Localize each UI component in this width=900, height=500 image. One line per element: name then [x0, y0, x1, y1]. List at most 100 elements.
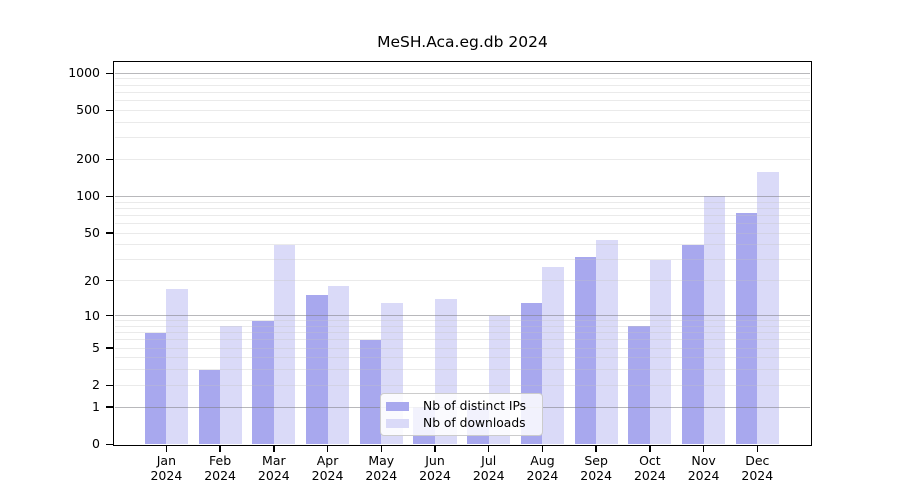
bar-ips-oct: [628, 326, 650, 445]
gridline-minor-4: [115, 357, 810, 359]
bar-downloads-feb: [220, 326, 242, 445]
x-tick-apr: [326, 445, 329, 452]
gridline-minor-7: [115, 332, 810, 334]
y-tick-label-2: 2: [92, 377, 100, 393]
x-tick-mar: [273, 445, 275, 452]
x-tick-month-feb: Feb: [209, 452, 232, 468]
x-tick-label-apr: Apr 2024: [298, 453, 358, 484]
x-tick-label-oct: Oct 2024: [620, 453, 680, 484]
y-tick-200: [106, 158, 113, 161]
gridline-minor-300: [115, 137, 810, 139]
bar-downloads-apr: [327, 286, 350, 445]
y-tick-1000: [106, 72, 113, 74]
bar-downloads-mar: [273, 244, 296, 445]
gridline-minor-2: [115, 384, 810, 386]
x-tick-year-nov: 2024: [687, 468, 720, 483]
legend: Nb of distinct IPs Nb of downloads: [380, 392, 543, 436]
x-tick-label-jul: Jul 2024: [459, 453, 519, 484]
x-tick-label-mar: Mar 2024: [244, 453, 304, 484]
x-tick-year-may: 2024: [365, 468, 398, 483]
x-tick-may: [380, 445, 382, 452]
x-tick-year-aug: 2024: [526, 468, 559, 483]
x-tick-aug: [541, 445, 544, 452]
x-tick-label-nov: Nov 2024: [674, 453, 734, 484]
x-tick-sep: [595, 445, 597, 452]
gridline-major-1000: [115, 72, 810, 74]
x-tick-month-sep: Sep: [584, 452, 608, 468]
y-tick-label-100: 100: [76, 188, 100, 204]
x-tick-feb: [219, 445, 221, 452]
x-tick-month-jul: Jul: [481, 452, 497, 468]
y-tick-50: [106, 232, 113, 234]
x-tick-label-feb: Feb 2024: [190, 453, 250, 484]
legend-item-distinct-ips: Nb of distinct IPs: [386, 399, 526, 414]
y-tick-20: [106, 280, 113, 282]
bar-downloads-dec: [757, 172, 779, 445]
y-tick-100: [106, 195, 113, 198]
gridline-minor-500: [115, 109, 810, 111]
gridline-minor-400: [115, 121, 810, 123]
gridline-minor-60: [115, 223, 810, 224]
legend-swatch-downloads-icon: [386, 418, 409, 428]
y-tick-2: [106, 384, 113, 386]
y-tick-label-1000: 1000: [68, 65, 100, 81]
x-tick-label-jan: Jan 2024: [136, 453, 196, 484]
gridline-minor-9: [115, 320, 810, 322]
x-tick-label-sep: Sep 2024: [566, 453, 626, 484]
bar-ips-may: [359, 339, 382, 445]
x-tick-year-jun: 2024: [419, 468, 451, 483]
gridline-minor-600: [115, 100, 810, 102]
gridline-minor-900: [115, 78, 810, 80]
y-tick-label-200: 200: [76, 151, 100, 167]
gridline-minor-50: [115, 232, 810, 234]
bar-downloads-aug: [542, 267, 565, 445]
gridline-minor-40: [115, 244, 810, 246]
gridline-minor-200: [115, 158, 810, 160]
y-tick-label-5: 5: [92, 340, 100, 356]
bar-ips-mar: [252, 320, 274, 445]
bar-ips-nov: [682, 244, 704, 445]
gridline-minor-80: [115, 207, 810, 209]
legend-label-distinct-ips: Nb of distinct IPs: [423, 399, 527, 413]
x-tick-year-mar: 2024: [257, 468, 290, 483]
bar-ips-dec: [735, 213, 758, 445]
gridline-minor-8: [115, 325, 810, 327]
x-tick-month-aug: Aug: [530, 452, 555, 468]
x-tick-month-jun: Jun: [425, 452, 445, 468]
y-tick-1: [106, 406, 113, 408]
y-tick-5: [106, 347, 113, 349]
y-tick-label-10: 10: [84, 307, 100, 323]
gridline-minor-90: [115, 201, 810, 203]
gridline-major-100: [115, 195, 810, 197]
x-tick-month-nov: Nov: [691, 452, 716, 468]
x-tick-year-oct: 2024: [633, 468, 666, 483]
gridline-minor-5: [115, 347, 810, 349]
bar-ips-sep: [574, 256, 597, 445]
legend-item-downloads: Nb of downloads: [386, 416, 526, 431]
x-tick-month-jan: Jan: [156, 452, 177, 468]
bar-downloads-jan: [166, 289, 188, 445]
x-tick-jul: [488, 445, 490, 452]
y-tick-label-500: 500: [76, 102, 100, 118]
x-tick-year-jul: 2024: [472, 468, 505, 483]
x-tick-label-may: May 2024: [351, 453, 411, 484]
gridline-major-10: [115, 315, 810, 316]
gridline-minor-20: [115, 280, 810, 282]
gridline-minor-70: [115, 214, 810, 216]
x-tick-label-aug: Aug 2024: [512, 453, 572, 484]
bar-downloads-sep: [596, 239, 618, 445]
gridline-minor-700: [115, 91, 810, 93]
x-tick-month-mar: Mar: [262, 452, 286, 468]
y-tick-0: [106, 443, 113, 445]
x-tick-year-apr: 2024: [311, 468, 344, 483]
legend-swatch-distinct-ips-icon: [386, 401, 409, 411]
x-tick-oct: [649, 445, 651, 452]
x-tick-dec: [756, 445, 758, 452]
x-tick-year-sep: 2024: [580, 468, 613, 483]
x-tick-year-dec: 2024: [741, 468, 774, 483]
gridline-minor-30: [115, 259, 810, 261]
x-tick-year-feb: 2024: [204, 468, 237, 483]
y-tick-10: [106, 314, 113, 317]
x-tick-jun: [434, 445, 436, 452]
